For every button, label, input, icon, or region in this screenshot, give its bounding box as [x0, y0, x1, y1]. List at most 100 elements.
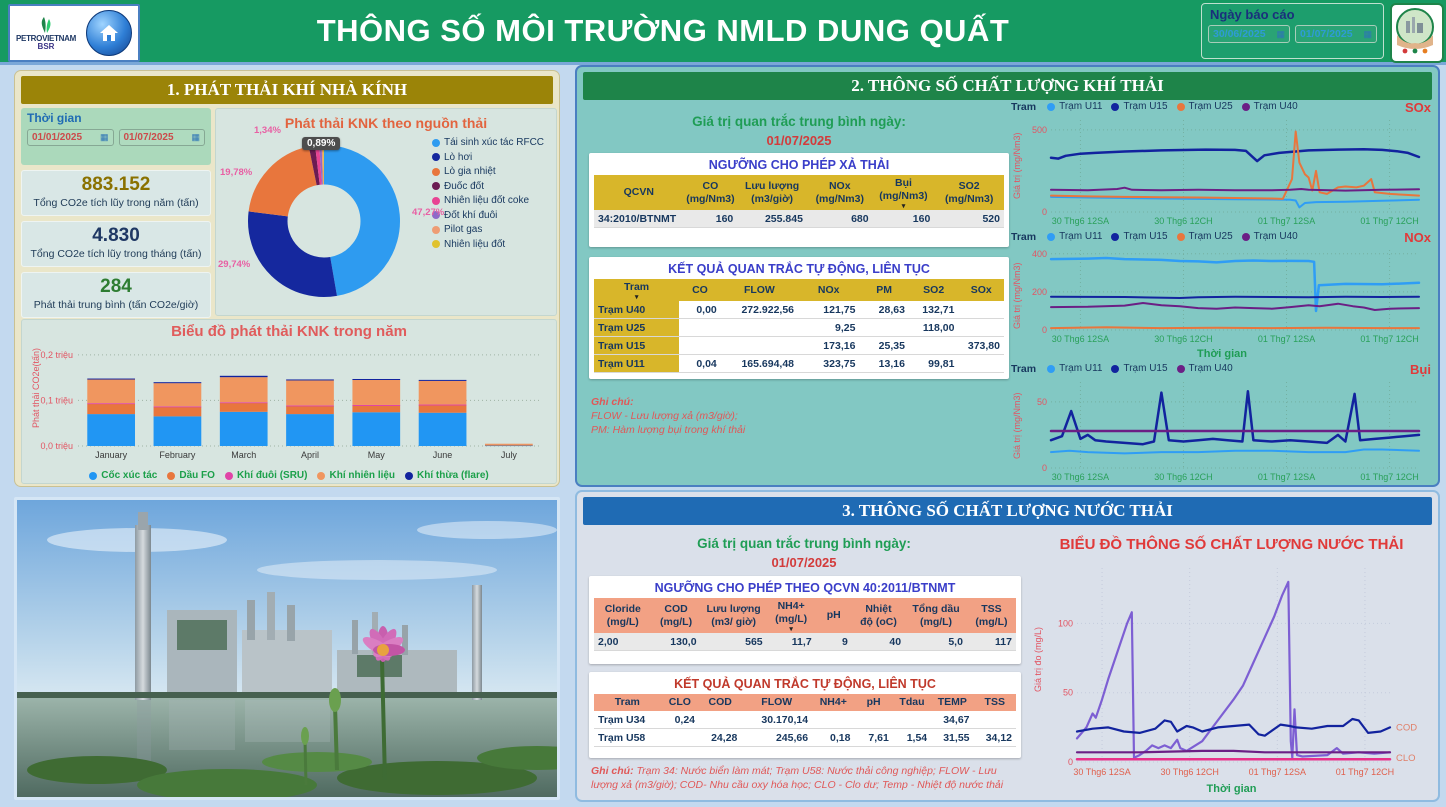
- column-header[interactable]: Tram: [594, 694, 661, 712]
- column-header[interactable]: NH4+ (mg/L) ▾: [766, 598, 816, 634]
- table-cell: Trạm U15: [594, 336, 680, 356]
- calendar-icon[interactable]: ▦: [1276, 28, 1285, 39]
- legend-item[interactable]: Nhiên liệu đốt coke: [432, 195, 544, 206]
- column-header[interactable]: Nhiệt độ (oC): [851, 598, 906, 634]
- column-header[interactable]: SO2 (mg/Nm3): [934, 175, 1004, 211]
- legend-label: Pilot gas: [444, 224, 483, 235]
- legend-item[interactable]: Trạm U15: [1111, 231, 1168, 242]
- column-header[interactable]: TEMP: [931, 694, 974, 712]
- column-header[interactable]: SO2: [908, 279, 959, 302]
- ghg-bar-chart[interactable]: 0,0 triệu 0,1 triệu 0,2 triệu January Februa…: [26, 342, 550, 462]
- nox-line-chart[interactable]: 0 200 400 30 Thg6 12SA 30 Thg6 12CH 01 Thg7 1…: [1015, 245, 1433, 345]
- legend-item[interactable]: Trạm U25: [1176, 231, 1233, 242]
- table-cell: 165.694,48: [720, 354, 799, 374]
- legend-item[interactable]: Trạm U40: [1176, 363, 1233, 374]
- legend-item[interactable]: Tái sinh xúc tác RFCC: [432, 137, 544, 148]
- filter-date-from[interactable]: 01/01/2025 ▦: [27, 129, 114, 146]
- filter-date-to[interactable]: 01/07/2025 ▦: [118, 129, 205, 146]
- column-header[interactable]: Tdau: [892, 694, 932, 712]
- calendar-icon[interactable]: ▦: [99, 132, 109, 142]
- legend-item[interactable]: Trạm U15: [1111, 101, 1168, 112]
- column-header[interactable]: CLO: [660, 694, 699, 712]
- legend-item[interactable]: Trạm U11: [1047, 231, 1102, 242]
- legend-item[interactable]: Dầu FO: [167, 470, 215, 481]
- column-header[interactable]: Cloride (mg/L): [594, 598, 652, 634]
- table-cell: Trạm U58: [594, 728, 661, 748]
- column-header[interactable]: COD (mg/L): [651, 598, 701, 634]
- sox-line-chart[interactable]: 0 500 30 Thg6 12SA 30 Thg6 12CH 01 Thg7 12SA…: [1015, 115, 1433, 227]
- column-header[interactable]: Lưu lượng (m3/ giờ): [700, 598, 767, 634]
- home-button[interactable]: [86, 10, 132, 56]
- svg-text:0,2 triệu: 0,2 triệu: [40, 350, 73, 360]
- table-cell: 117: [966, 633, 1016, 652]
- column-header[interactable]: TSS (mg/L): [966, 598, 1016, 634]
- column-header[interactable]: Lưu lượng (m3/giờ): [737, 175, 807, 211]
- avg-label: Giá trị quan trắc trung bình ngày:: [697, 536, 911, 551]
- water-threshold-table: Cloride (mg/L) COD (mg/L) Lưu lượng (m3/ g…: [594, 598, 1016, 652]
- chart-title-nox: NOx: [1404, 230, 1431, 245]
- column-header[interactable]: QCVN: [594, 175, 684, 211]
- air-threshold-table: QCVN CO (mg/Nm3) Lưu lượng (m3/giờ) NOx (mg…: [594, 175, 1004, 229]
- legend-item[interactable]: Trạm U40: [1241, 231, 1298, 242]
- calendar-icon[interactable]: ▦: [1363, 28, 1372, 39]
- sort-icon: ▾: [901, 203, 906, 211]
- table-cell: 130,0: [651, 633, 701, 652]
- table-cell: [679, 336, 721, 356]
- column-header[interactable]: Tram ▾: [594, 279, 680, 302]
- section-air-quality: 2. THÔNG SỐ CHẤT LƯỢNG KHÍ THẢI Giá trị …: [575, 65, 1440, 487]
- column-header[interactable]: CO: [679, 279, 721, 302]
- legend-item[interactable]: Khí thừa (flare): [405, 470, 489, 481]
- column-header[interactable]: SOx: [958, 279, 1004, 302]
- table-row: 34:2010/BTNMT 160 255.845 680 160 520: [594, 210, 1004, 229]
- column-header[interactable]: COD: [699, 694, 742, 712]
- legend-item[interactable]: Khí đuôi (SRU): [224, 470, 307, 481]
- column-header[interactable]: Tổng dầu (mg/L): [905, 598, 967, 634]
- water-line-chart[interactable]: 0 50 100 30 Thg6 12SA 30 Thg6 12CH 01 Thg7 12…: [1039, 562, 1432, 778]
- column-header[interactable]: NOx (mg/Nm3): [806, 175, 873, 211]
- legend-item[interactable]: Cốc xúc tác: [89, 470, 157, 481]
- column-header[interactable]: TSS: [973, 694, 1016, 712]
- column-header[interactable]: FLOW: [720, 279, 799, 302]
- legend-item[interactable]: Đốt khí đuôi: [432, 210, 544, 221]
- ghg-donut-chart[interactable]: [226, 135, 422, 307]
- report-date-from[interactable]: 30/06/2025 ▦: [1208, 25, 1290, 43]
- table-row: Trạm U15 173,16 25,35 373,80: [594, 336, 1004, 356]
- legend-item[interactable]: Trạm U40: [1241, 101, 1298, 112]
- svg-text:30 Thg6 12CH: 30 Thg6 12CH: [1160, 767, 1218, 777]
- time-filter: Thời gian 01/01/2025 ▦ 01/07/2025 ▦: [21, 108, 211, 165]
- svg-text:February: February: [159, 450, 196, 460]
- legend-item[interactable]: Đuốc đốt: [432, 181, 544, 192]
- water-notes: Ghi chú: Trạm 34: Nước biển làm mát; Trạ…: [591, 764, 1021, 792]
- legend-item[interactable]: Trạm U11: [1047, 101, 1102, 112]
- column-header[interactable]: pH: [815, 598, 852, 634]
- legend-item[interactable]: Trạm U25: [1176, 101, 1233, 112]
- column-header[interactable]: Bụi (mg/Nm3) ▾: [872, 175, 935, 211]
- column-header[interactable]: CO (mg/Nm3): [683, 175, 738, 211]
- legend-item[interactable]: Trạm U11: [1047, 363, 1102, 374]
- table-cell: 2,00: [594, 633, 652, 652]
- table-cell: 9: [815, 633, 852, 652]
- svg-text:January: January: [95, 450, 128, 460]
- table-cell: 0,18: [812, 728, 855, 748]
- legend-swatch: [432, 211, 440, 219]
- sox-chart-block: Tram Trạm U11 Trạm U15 Trạm U25 Trạm U40 SOx…: [1009, 99, 1435, 227]
- legend-item[interactable]: Nhiên liệu đốt: [432, 239, 544, 250]
- logo-text-petrovietnam: PETROVIETNAM: [16, 33, 76, 43]
- legend-item[interactable]: Pilot gas: [432, 224, 544, 235]
- calendar-icon[interactable]: ▦: [191, 132, 200, 142]
- column-header[interactable]: FLOW: [741, 694, 813, 712]
- column-header[interactable]: NH4+: [812, 694, 855, 712]
- legend-item[interactable]: Lò gia nhiệt: [432, 166, 544, 177]
- column-header[interactable]: NOx: [798, 279, 860, 302]
- column-header[interactable]: pH: [854, 694, 893, 712]
- legend-item[interactable]: Trạm U15: [1111, 363, 1168, 374]
- kpi-value: 284: [100, 276, 132, 297]
- dust-line-chart[interactable]: 0 50 30 Thg6 12SA 30 Thg6 12CH 01 Thg7 12SA 0…: [1015, 377, 1433, 483]
- legend-item[interactable]: Lò hơi: [432, 152, 544, 163]
- legend-item[interactable]: Khí nhiên liệu: [317, 470, 395, 481]
- svg-text:400: 400: [1032, 249, 1047, 259]
- report-date-panel: Ngày báo cáo 30/06/2025 ▦ 01/07/2025 ▦: [1201, 3, 1384, 59]
- report-date-to[interactable]: 01/07/2025 ▦: [1295, 25, 1377, 43]
- column-header[interactable]: PM: [859, 279, 909, 302]
- legend-swatch: [317, 471, 326, 480]
